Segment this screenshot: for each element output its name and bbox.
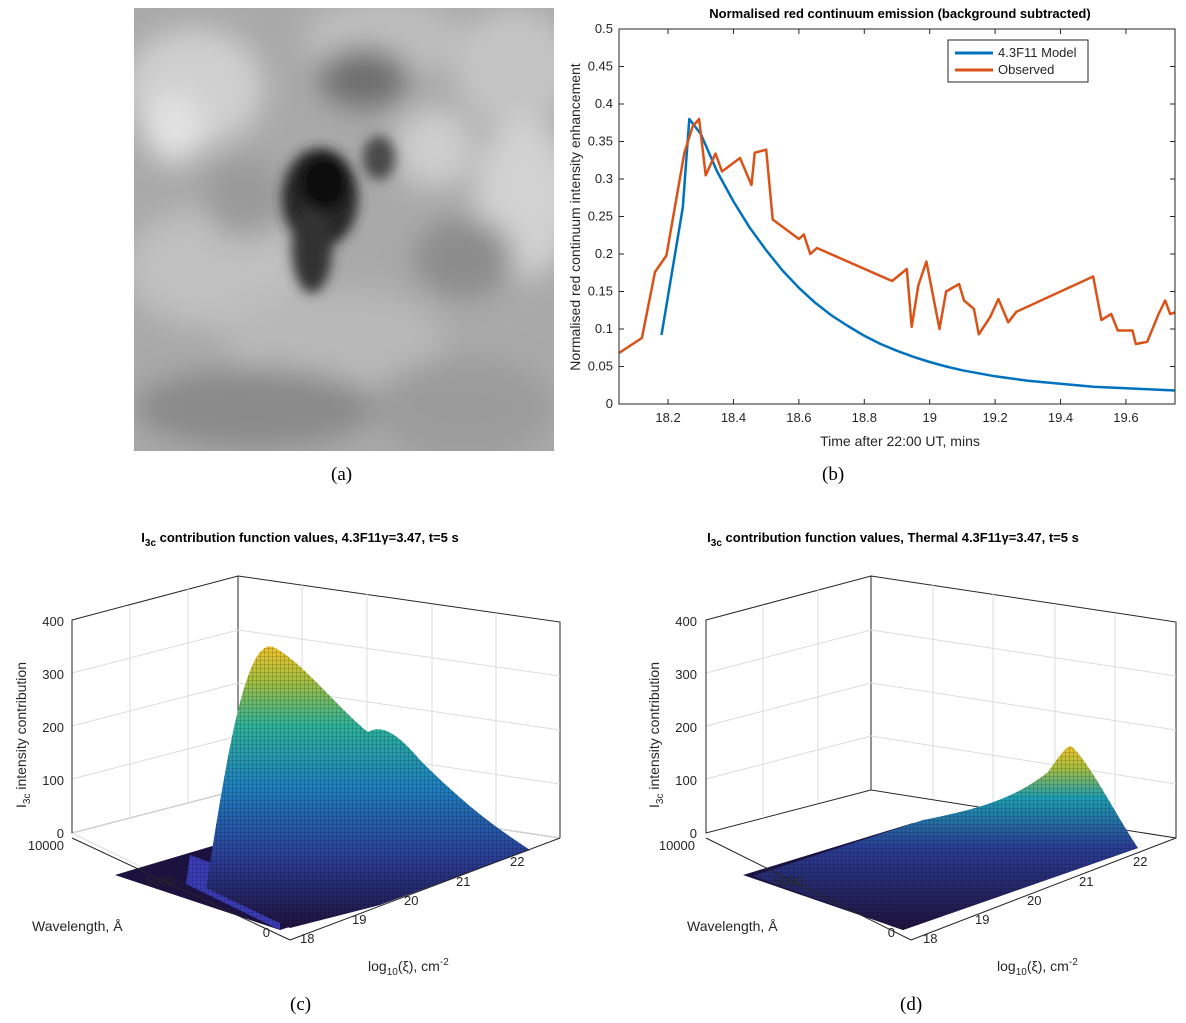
y-tick-label: 0.05 (588, 359, 613, 374)
panel-a-image (134, 8, 554, 451)
plot-area-frame (618, 28, 1176, 405)
solar-image (134, 8, 554, 451)
title-c-sub: 3c (145, 538, 157, 549)
line-chart: Normalised red continuum emission (backg… (567, 6, 1176, 449)
x-tick-c: 19 (352, 912, 366, 927)
zlabel-c-sub: 3c (22, 794, 33, 805)
xlabel-c-sub: 10 (387, 967, 399, 978)
xlabel-d-rest: (ξ), cm (1027, 958, 1069, 974)
z-tick-d: 0 (690, 826, 697, 841)
x-tick-d: 22 (1133, 854, 1147, 869)
y-tick-c: 5000 (146, 874, 175, 889)
y-tick-c: 0 (263, 925, 270, 940)
y-tick-d: 0 (888, 925, 895, 940)
y-tick-label: 0.1 (595, 321, 613, 336)
y-tick-label: 0.5 (595, 21, 613, 36)
zlabel-d-rest: intensity contribution (646, 662, 662, 794)
y-tick-label: 0.45 (588, 59, 613, 74)
caption-c: (c) (290, 994, 312, 1015)
zlabel-c-rest: intensity contribution (13, 662, 29, 794)
x-tick-label: 19.6 (1113, 410, 1138, 425)
series-line-observed (618, 117, 1176, 355)
x-tick-c: 21 (456, 874, 470, 889)
title-d-rest: contribution function values, Thermal 4.… (722, 530, 1079, 545)
z-tick-c: 200 (42, 720, 64, 735)
xlabel-d-sup: -2 (1069, 957, 1078, 968)
axes-d: 0 100 200 300 400 0 5000 10000 18 19 20 … (659, 614, 1177, 946)
x-tick-d: 20 (1027, 893, 1041, 908)
y-tick-label: 0.15 (588, 284, 613, 299)
legend: 4.3F11 Model Observed (947, 39, 1089, 83)
caption-a: (a) (331, 464, 353, 485)
xlabel-d-main: log (997, 958, 1016, 974)
y-tick-label: 0.4 (595, 96, 613, 111)
x-tick-label: 18.4 (721, 410, 746, 425)
z-tick-d: 400 (675, 614, 697, 629)
z-tick-c: 300 (42, 667, 64, 682)
x-tick-label: 19.2 (982, 410, 1007, 425)
z-axis-label-d: I3c intensity contribution (646, 662, 666, 808)
y-tick-label: 0.2 (595, 246, 613, 261)
y-axis-label: Normalised red continuum intensity enhan… (567, 63, 583, 370)
grid-walls-d (705, 575, 1177, 839)
z-tick-d: 200 (675, 720, 697, 735)
y-tick-d: 10000 (659, 838, 695, 853)
x-tick-d: 18 (923, 931, 937, 946)
xlabel-c-main: log (368, 958, 387, 974)
series-line-model (660, 117, 1176, 392)
xlabel-c-rest: (ξ), cm (398, 958, 440, 974)
z-tick-d: 100 (675, 773, 697, 788)
x-tick-label: 18.8 (852, 410, 877, 425)
x-tick-label: 19 (922, 410, 936, 425)
title-c-main: I (141, 530, 145, 545)
x-tick-d: 21 (1079, 874, 1093, 889)
y-axis-label-d: Wavelength, Å (687, 918, 778, 934)
x-tick-c: 22 (510, 854, 524, 869)
title-d-main: I (707, 530, 711, 545)
x-tick-d: 19 (975, 912, 989, 927)
chart-title-d: I3c contribution function values, Therma… (707, 530, 1079, 549)
caption-d: (d) (900, 994, 923, 1015)
z-tick-c: 400 (42, 614, 64, 629)
zlabel-d-sub: 3c (655, 794, 666, 805)
x-tick-label: 18.6 (786, 410, 811, 425)
y-tick-d: 5000 (774, 874, 803, 889)
xlabel-d-sub: 10 (1016, 967, 1028, 978)
y-axis-label-c: Wavelength, Å (32, 918, 123, 934)
title-c-rest: contribution function values, 4.3F11γ=3.… (156, 530, 459, 545)
legend-label-model: 4.3F11 Model (998, 45, 1077, 60)
x-axis-label-d: log10(ξ), cm-2 (997, 957, 1078, 978)
caption-b: (b) (822, 464, 845, 485)
z-tick-c: 0 (57, 826, 64, 841)
z-axis-label-c: I3c intensity contribution (13, 662, 33, 808)
y-tick-label: 0.25 (588, 209, 613, 224)
xlabel-c-sup: -2 (440, 957, 449, 968)
surface-chart-c: I3c contribution function values, 4.3F11… (13, 530, 562, 978)
x-tick-label: 19.4 (1048, 410, 1073, 425)
surface-chart-d: I3c contribution function values, Therma… (646, 530, 1177, 978)
y-tick-c: 10000 (28, 838, 64, 853)
legend-label-observed: Observed (998, 62, 1054, 77)
x-tick-c: 20 (404, 893, 418, 908)
x-tick-label: 18.2 (655, 410, 680, 425)
panel-c-surface: I3c contribution function values, 4.3F11… (0, 520, 593, 998)
x-axis-label: Time after 22:00 UT, mins (820, 433, 980, 449)
chart-title: Normalised red continuum emission (backg… (709, 6, 1090, 21)
zlabel-d-main: I (646, 804, 662, 808)
panel-d-surface: I3c contribution function values, Therma… (593, 520, 1186, 998)
axes-c: 0 100 200 300 400 0 5000 10000 18 19 20 … (28, 614, 561, 946)
x-tick-c: 18 (300, 931, 314, 946)
y-tick-label: 0 (606, 396, 613, 411)
surface-c (115, 646, 530, 930)
zlabel-c-main: I (13, 804, 29, 808)
panel-b-chart: Normalised red continuum emission (backg… (560, 0, 1186, 460)
z-tick-c: 100 (42, 773, 64, 788)
y-tick-label: 0.35 (588, 134, 613, 149)
z-tick-d: 300 (675, 667, 697, 682)
surface-d (743, 746, 1138, 930)
y-tick-label: 0.3 (595, 171, 613, 186)
chart-title-c: I3c contribution function values, 4.3F11… (141, 530, 458, 549)
title-d-sub: 3c (711, 538, 723, 549)
x-axis-label-c: log10(ξ), cm-2 (368, 957, 449, 978)
